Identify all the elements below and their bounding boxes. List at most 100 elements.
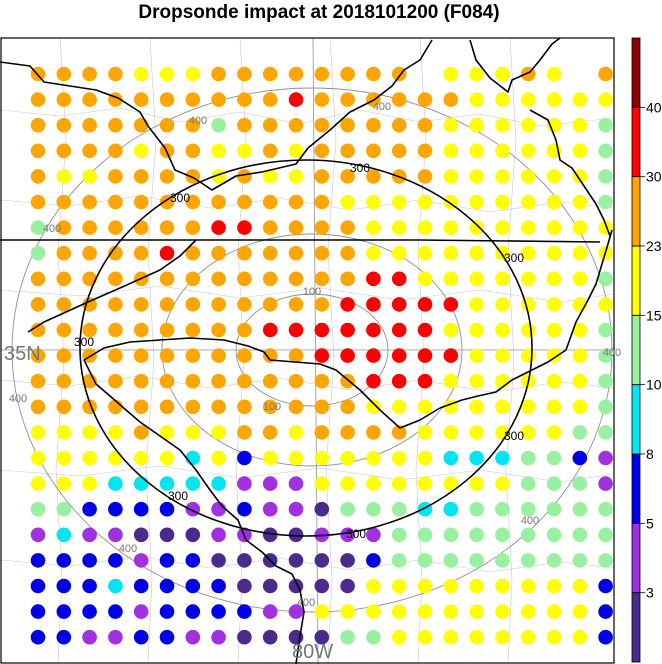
colorbar: 3 5 8 10 15 23 30 40 (631, 37, 662, 663)
impact-dot (237, 194, 252, 210)
colorbar-tick-label: 30 (646, 169, 662, 185)
impact-dot (56, 450, 72, 466)
impact-dot (340, 169, 355, 184)
impact-dot (598, 399, 613, 415)
impact-dot (56, 501, 72, 517)
impact-dot (159, 629, 175, 645)
impact-dot (133, 92, 149, 107)
impact-dot (650, 348, 662, 363)
map-title: Dropsonde impact at 2018101200 (F084) (138, 2, 500, 23)
impact-dot (133, 348, 149, 363)
impact-dot (443, 220, 459, 235)
impact-dot (56, 348, 72, 363)
impact-dot (366, 399, 381, 415)
impact-dot (391, 399, 407, 415)
impact-dot (443, 476, 459, 491)
longitude-label: 80W (292, 641, 333, 663)
impact-dot (133, 527, 149, 543)
impact-dot (288, 501, 304, 517)
impact-dot (108, 501, 123, 517)
impact-dot (314, 399, 330, 415)
impact-dot (211, 501, 226, 517)
impact-dot (185, 629, 201, 645)
impact-dot (366, 425, 381, 440)
impact-dot (469, 399, 484, 415)
impact-dot (108, 271, 123, 287)
impact-dot (30, 194, 46, 210)
impact-dot (159, 348, 175, 363)
impact-dot (288, 220, 304, 235)
impact-dot (288, 450, 304, 466)
impact-dot (366, 604, 381, 619)
impact-dot (108, 245, 123, 261)
impact-dot (262, 373, 278, 389)
impact-dot (391, 143, 407, 159)
impact-dot (30, 169, 46, 184)
impact-dot (520, 169, 536, 184)
impact-dot (598, 220, 613, 235)
impact-dot (469, 117, 484, 133)
impact-dot (159, 322, 175, 338)
impact-dot (495, 476, 510, 491)
impact-dot (495, 501, 510, 517)
impact-dot (211, 143, 226, 159)
impact-dot (56, 297, 72, 312)
impact-dot (598, 527, 613, 543)
impact-dot (340, 604, 355, 619)
impact-dot (340, 578, 355, 594)
impact-dot (237, 348, 252, 363)
impact-dot (650, 144, 662, 159)
impact-dot (340, 92, 355, 107)
impact-dot (572, 450, 588, 466)
contour-label-400: 400 (189, 115, 207, 127)
impact-dot (650, 400, 662, 415)
impact-dot (340, 143, 355, 159)
impact-dot (314, 501, 330, 517)
impact-dot (82, 143, 97, 159)
colorbar-tick-label: 5 (646, 515, 654, 531)
impact-dot (82, 476, 97, 491)
impact-dot (133, 501, 149, 517)
impact-dot (366, 553, 381, 568)
impact-dot (391, 527, 407, 543)
impact-dot (340, 297, 355, 312)
impact-dot (572, 194, 588, 210)
impact-dot (340, 501, 355, 517)
impact-dot (56, 373, 72, 389)
impact-dot (262, 297, 278, 312)
contour-label-300: 300 (170, 191, 190, 205)
impact-dot (185, 245, 201, 261)
impact-dot (185, 501, 201, 517)
impact-dot (340, 220, 355, 235)
impact-dot (30, 92, 46, 107)
impact-dot (133, 604, 149, 619)
impact-dot (159, 245, 175, 261)
impact-dot (495, 450, 510, 466)
impact-dot (108, 220, 123, 235)
impact-dot (366, 271, 381, 287)
impact-dot (417, 169, 433, 184)
impact-dot (469, 194, 484, 210)
impact-dot (185, 66, 201, 82)
impact-dot (469, 92, 484, 107)
impact-dot (314, 629, 330, 645)
impact-dot (520, 527, 536, 543)
impact-dot (391, 604, 407, 619)
impact-dot (237, 373, 252, 389)
impact-dot (340, 245, 355, 261)
impact-dot (133, 117, 149, 133)
impact-dot (288, 245, 304, 261)
impact-dot (314, 245, 330, 261)
impact-dot (133, 322, 149, 338)
impact-dot (495, 117, 510, 133)
impact-dot (417, 220, 433, 235)
impact-dot (262, 348, 278, 363)
impact-dot (598, 194, 613, 210)
impact-dot (237, 245, 252, 261)
impact-dot (650, 630, 662, 645)
impact-dot (598, 476, 613, 491)
impact-dot (56, 399, 72, 415)
impact-dot (443, 578, 459, 594)
impact-dot (159, 169, 175, 184)
impact-dot (443, 92, 459, 107)
